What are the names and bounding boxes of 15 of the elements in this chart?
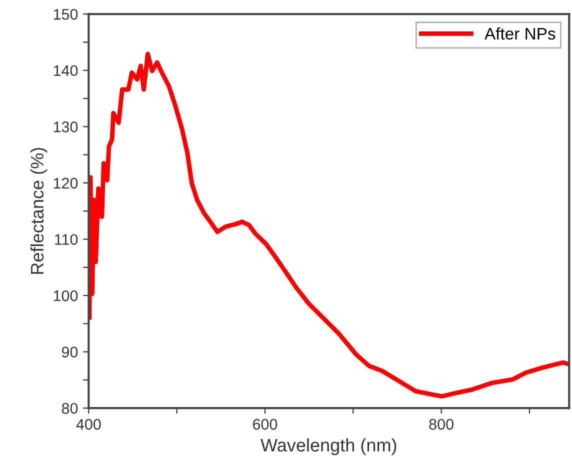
y-tick-label: 130	[54, 121, 78, 132]
legend-label: After NPs	[484, 27, 556, 40]
x-axis-title: Wavelength (nm)	[260, 438, 396, 456]
y-tick-label: 150	[54, 8, 78, 20]
y-tick-label: 90	[62, 346, 78, 358]
y-tick-label: 80	[62, 402, 78, 414]
y-tick-label: 120	[54, 178, 78, 189]
x-tick-label: 400	[76, 418, 101, 430]
y-tick-label: 100	[54, 290, 78, 302]
y-tick-label: 140	[54, 65, 78, 76]
y-axis-title: Reflectance (%)	[30, 148, 48, 274]
x-tick-label: 600	[253, 418, 278, 430]
x-tick-label: 800	[429, 418, 454, 430]
y-tick-label: 110	[55, 234, 78, 245]
line-series	[88, 52, 570, 398]
